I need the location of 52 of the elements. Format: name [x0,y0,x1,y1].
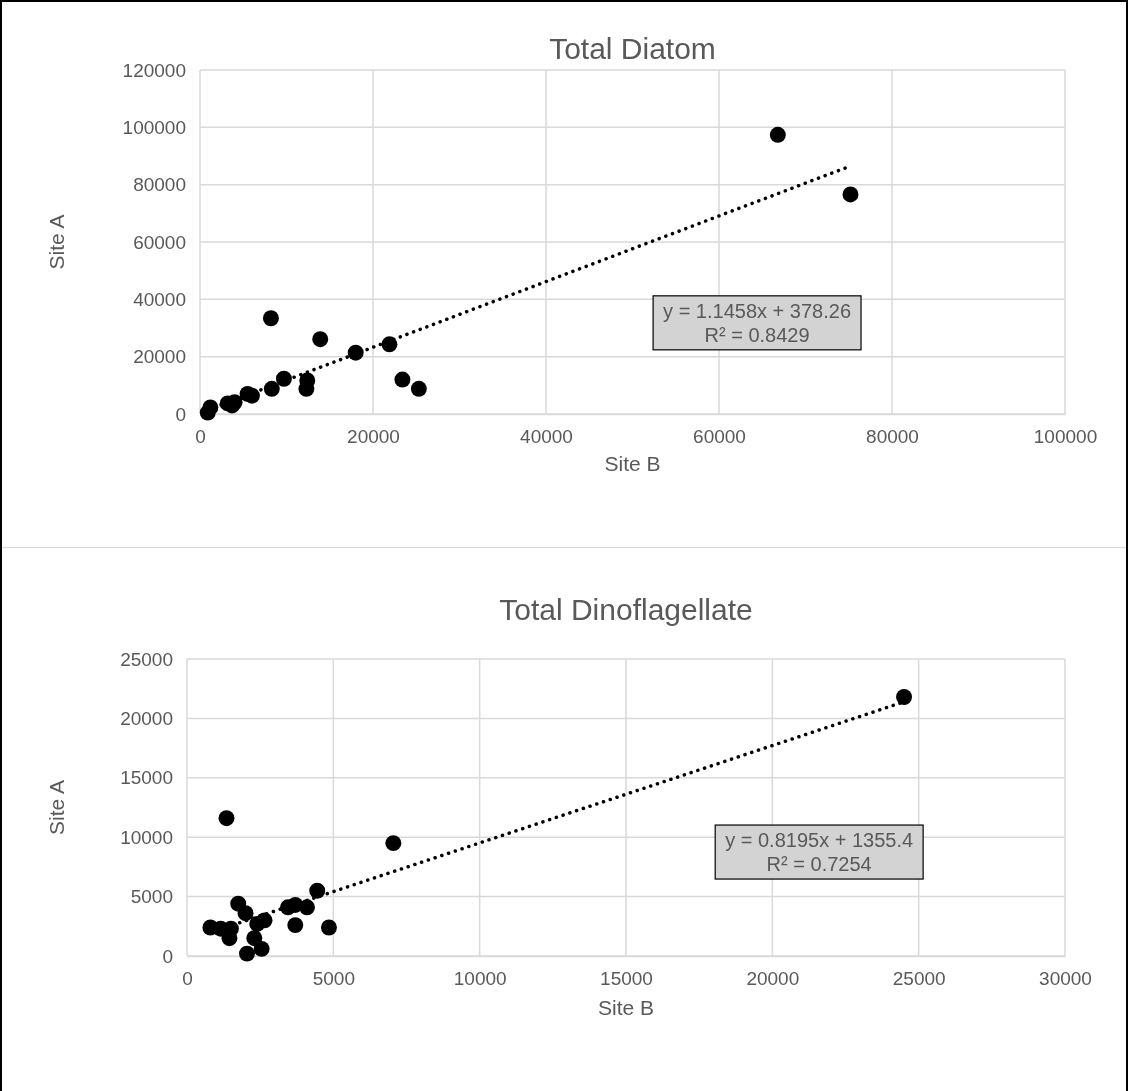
point [237,905,254,922]
x-tick-label: 80000 [866,426,919,448]
point [218,810,235,827]
x-tick-label: 30000 [1039,968,1092,990]
point [769,126,786,143]
x-tick-label: 5000 [312,968,355,990]
x-tick-label: 20000 [746,968,800,990]
y-tick-label: 5000 [130,886,173,908]
y-axis-title: Site A [45,214,68,270]
y-tick-label: 60000 [133,231,186,253]
y-tick-label: 15000 [120,767,173,789]
x-tick-label: 60000 [693,426,746,448]
annotation: R² = 0.8429 [704,323,810,346]
point [896,689,913,705]
y-tick-label: 20000 [120,707,173,729]
y-tick-label: 40000 [133,288,186,310]
x-tick-label: 100000 [1033,426,1098,448]
chart-title: Total Diatom [549,32,716,65]
point [299,899,315,916]
annotation: y = 1.1458x + 378.26 [663,299,852,322]
point [199,404,216,421]
x-tick-label: 25000 [892,968,946,990]
y-tick-label: 10000 [120,826,173,848]
point [312,331,329,348]
x-tick-label: 15000 [600,968,653,990]
point [262,310,279,327]
point [394,371,411,388]
x-tick-label: 10000 [453,968,507,990]
point [253,940,270,957]
y-axis-title: Site A [45,780,68,835]
point [239,945,255,962]
point [320,919,337,936]
x-tick-label: 0 [195,426,206,448]
point [410,380,427,397]
y-tick-label: 25000 [120,648,173,670]
x-tick-label: 20000 [347,426,400,448]
point [385,835,402,852]
point [309,882,326,899]
point [842,186,859,203]
y-tick-label: 80000 [133,174,186,196]
y-tick-label: 120000 [122,59,186,81]
y-tick-label: 0 [162,945,173,967]
y-tick-label: 20000 [133,346,186,368]
chart-title: Total Dinoflagellate [499,593,753,626]
y-tick-label: 100000 [122,116,186,138]
x-tick-label: 40000 [520,426,573,448]
point [287,917,304,934]
annotation: y = 0.8195x + 1355.4 [725,829,914,852]
annotation: R² = 0.7254 [766,853,872,876]
y-tick-label: 0 [175,403,186,425]
x-axis-title: Site B [604,452,661,475]
x-axis-title: Site B [597,996,655,1019]
